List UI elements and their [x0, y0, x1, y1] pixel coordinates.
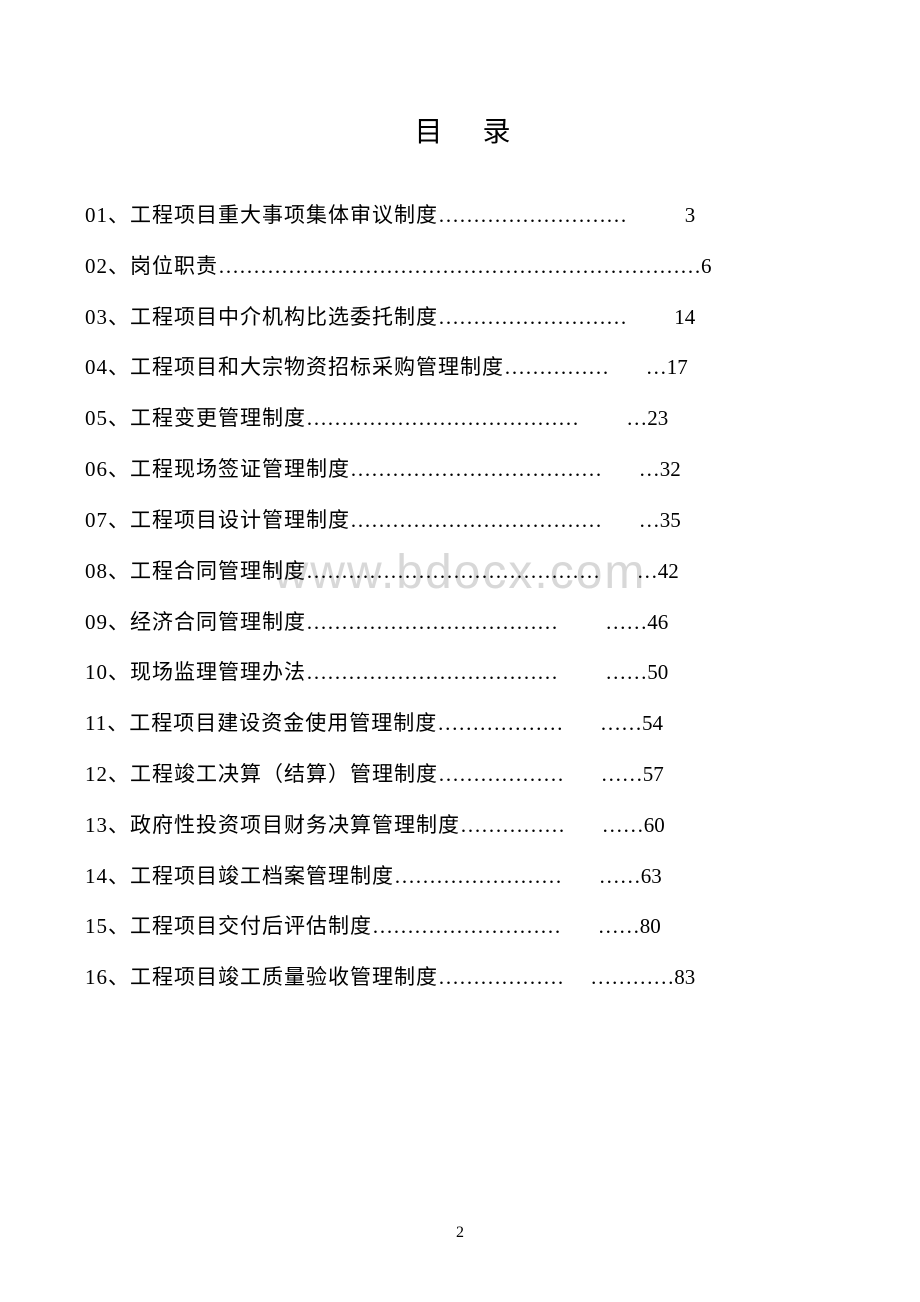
toc-page-dots: … [646, 342, 667, 393]
toc-item: 02、岗位职责……………………………………………………………6 [85, 241, 840, 292]
toc-page-dots: ………… [590, 952, 674, 1003]
toc-page-number: 54 [642, 698, 663, 749]
toc-leader-dots: …………………… [394, 851, 562, 902]
toc-gap [609, 342, 646, 393]
toc-entry-text: 08、工程合同管理制度 [85, 546, 306, 597]
toc-entry-text: 06、工程现场签证管理制度 [85, 444, 350, 495]
toc-page-number: 35 [660, 495, 681, 546]
toc-gap [602, 495, 639, 546]
toc-entry-text: 16、工程项目竣工质量验收管理制度 [85, 952, 438, 1003]
toc-page-dots: … [626, 393, 647, 444]
toc-leader-dots: ……………………………… [306, 597, 558, 648]
toc-page-dots: … [639, 444, 660, 495]
toc-page-number: 3 [685, 190, 696, 241]
toc-entry-text: 07、工程项目设计管理制度 [85, 495, 350, 546]
toc-item: 13、政府性投资项目财务决算管理制度…………… ……60 [85, 800, 840, 851]
toc-gap [558, 597, 605, 648]
toc-page-number: 17 [667, 342, 688, 393]
toc-page-dots: …… [605, 647, 647, 698]
toc-item: 16、工程项目竣工质量验收管理制度……………… …………83 [85, 952, 840, 1003]
toc-entry-text: 02、岗位职责 [85, 241, 218, 292]
toc-item: 05、工程变更管理制度………………………………… …23 [85, 393, 840, 444]
toc-page-number: 32 [660, 444, 681, 495]
toc-item: 09、经济合同管理制度……………………………… ……46 [85, 597, 840, 648]
toc-gap [565, 800, 602, 851]
toc-page-number: 60 [644, 800, 665, 851]
toc-page-dots: …… [602, 800, 644, 851]
toc-entry-text: 04、工程项目和大宗物资招标采购管理制度 [85, 342, 504, 393]
toc-page-number: 14 [674, 292, 695, 343]
toc-gap [627, 292, 674, 343]
toc-item: 03、工程项目中介机构比选委托制度……………………… 14 [85, 292, 840, 343]
toc-gap [602, 444, 639, 495]
toc-leader-dots: …………… [504, 342, 609, 393]
toc-entry-text: 05、工程变更管理制度 [85, 393, 306, 444]
toc-page-dots: … [639, 495, 660, 546]
toc-entry-text: 09、经济合同管理制度 [85, 597, 306, 648]
toc-gap [579, 393, 626, 444]
toc-item: 10、现场监理管理办法……………………………… ……50 [85, 647, 840, 698]
toc-page-dots: …… [601, 749, 643, 800]
toc-entry-text: 14、工程项目竣工档案管理制度 [85, 851, 394, 902]
page-content: 目录 01、工程项目重大事项集体审议制度……………………… 302、岗位职责……… [0, 0, 920, 1063]
toc-page-number: 23 [647, 393, 668, 444]
toc-page-dots: …… [598, 901, 640, 952]
toc-gap [600, 546, 637, 597]
toc-item: 07、工程项目设计管理制度……………………………… …35 [85, 495, 840, 546]
toc-gap [564, 952, 590, 1003]
toc-entry-text: 10、现场监理管理办法 [85, 647, 306, 698]
toc-gap [564, 749, 601, 800]
toc-leader-dots: ……………… [438, 749, 564, 800]
toc-page-number: 63 [641, 851, 662, 902]
toc-page-dots: …… [600, 698, 642, 749]
toc-entry-text: 13、政府性投资项目财务决算管理制度 [85, 800, 460, 851]
page-title: 目录 [85, 110, 840, 150]
toc-page-dots: …… [599, 851, 641, 902]
toc-page-number: 57 [643, 749, 664, 800]
toc-entry-text: 01、工程项目重大事项集体审议制度 [85, 190, 438, 241]
toc-page-number: 42 [658, 546, 679, 597]
toc-entry-text: 15、工程项目交付后评估制度 [85, 901, 372, 952]
toc-leader-dots: ………………………………… [306, 393, 579, 444]
toc-entry-text: 11、工程项目建设资金使用管理制度 [85, 698, 437, 749]
toc-leader-dots: …………………………………… [306, 546, 600, 597]
toc-list: 01、工程项目重大事项集体审议制度……………………… 302、岗位职责……………… [85, 190, 840, 1003]
toc-entry-text: 03、工程项目中介机构比选委托制度 [85, 292, 438, 343]
toc-leader-dots: ……………………… [372, 901, 561, 952]
page-number: 2 [456, 1224, 464, 1242]
toc-item: 14、工程项目竣工档案管理制度…………………… ……63 [85, 851, 840, 902]
toc-page-number: 83 [674, 952, 695, 1003]
toc-item: 08、工程合同管理制度…………………………………… …42 [85, 546, 840, 597]
toc-gap [563, 698, 600, 749]
toc-page-number: 50 [647, 647, 668, 698]
toc-page-number: 46 [647, 597, 668, 648]
toc-gap [627, 190, 685, 241]
toc-page-dots: …… [605, 597, 647, 648]
toc-leader-dots: ……………………… [438, 292, 627, 343]
toc-page-number: 6 [701, 241, 712, 292]
toc-leader-dots: …………………………………………………………… [218, 241, 701, 292]
toc-entry-text: 12、工程竣工决算（结算）管理制度 [85, 749, 438, 800]
toc-item: 12、工程竣工决算（结算）管理制度……………… ……57 [85, 749, 840, 800]
toc-page-dots: … [637, 546, 658, 597]
toc-leader-dots: ……………………………… [350, 444, 602, 495]
toc-leader-dots: ……………………………… [306, 647, 558, 698]
toc-item: 04、工程项目和大宗物资招标采购管理制度…………… …17 [85, 342, 840, 393]
toc-leader-dots: …………… [460, 800, 565, 851]
toc-leader-dots: ……………… [437, 698, 563, 749]
toc-gap [561, 901, 598, 952]
toc-item: 15、工程项目交付后评估制度……………………… ……80 [85, 901, 840, 952]
toc-item: 11、工程项目建设资金使用管理制度……………… ……54 [85, 698, 840, 749]
toc-item: 01、工程项目重大事项集体审议制度……………………… 3 [85, 190, 840, 241]
toc-leader-dots: ……………… [438, 952, 564, 1003]
toc-page-number: 80 [640, 901, 661, 952]
toc-leader-dots: ……………………………… [350, 495, 602, 546]
toc-gap [562, 851, 599, 902]
toc-gap [558, 647, 605, 698]
toc-item: 06、工程现场签证管理制度……………………………… …32 [85, 444, 840, 495]
toc-leader-dots: ……………………… [438, 190, 627, 241]
